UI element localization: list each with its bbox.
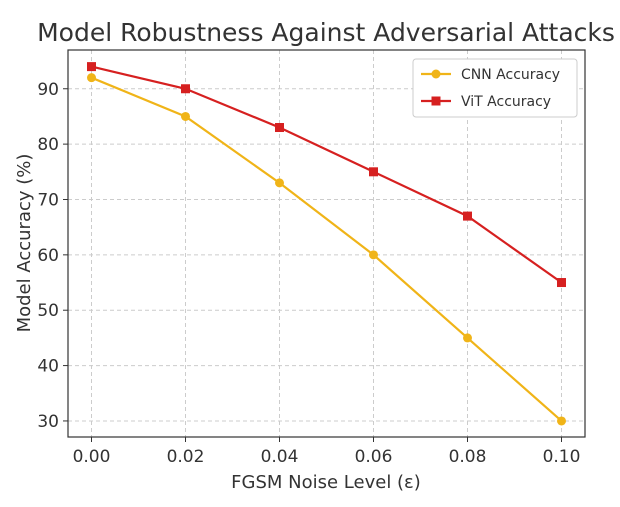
cnn-point xyxy=(463,333,472,343)
cnn-point xyxy=(87,73,96,83)
cnn-point xyxy=(369,250,378,260)
x-tick-label: 0.00 xyxy=(73,447,111,467)
x-tick-label: 0.02 xyxy=(167,447,205,467)
x-tick-label: 0.06 xyxy=(355,447,393,467)
cnn-line xyxy=(91,76,563,422)
plot-frame xyxy=(67,49,586,438)
legend-marker-vit xyxy=(431,96,441,106)
y-tick-label: 60 xyxy=(37,246,59,266)
y-tick-label: 90 xyxy=(37,80,59,100)
y-tick-label: 50 xyxy=(37,301,59,321)
legend-box xyxy=(412,58,578,118)
x-tick-label: 0.04 xyxy=(261,447,299,467)
vit-point xyxy=(557,278,566,288)
x-tick-label: 0.10 xyxy=(543,447,581,467)
vit-point xyxy=(463,211,472,221)
cnn-point xyxy=(275,178,284,188)
cnn-point xyxy=(557,416,566,426)
vit-point xyxy=(369,167,378,177)
y-tick-label: 30 xyxy=(37,412,59,432)
x-tick-label: 0.08 xyxy=(449,447,487,467)
x-axis-label: FGSM Noise Level (ε) xyxy=(231,472,421,493)
vit-point xyxy=(181,84,190,94)
y-tick-label: 40 xyxy=(37,357,59,377)
chart-title: Model Robustness Against Adversarial Att… xyxy=(37,18,615,47)
vit-line xyxy=(91,65,563,284)
vit-point xyxy=(87,62,96,72)
y-tick-label: 70 xyxy=(37,190,59,210)
legend-label-vit: ViT Accuracy xyxy=(461,94,551,110)
legend-label-cnn: CNN Accuracy xyxy=(461,67,560,83)
cnn-point xyxy=(181,111,190,121)
y-tick-label: 80 xyxy=(37,135,59,155)
y-axis-label: Model Accuracy (%) xyxy=(14,154,35,333)
series-group xyxy=(87,62,566,426)
legend-marker-cnn xyxy=(431,69,441,79)
vit-point xyxy=(275,123,284,133)
axis-ticks: 0.00 0.02 0.04 0.06 0.08 0.10 30 40 50 60 70 80 90 xyxy=(37,80,580,467)
legend: CNN Accuracy ViT Accuracy xyxy=(412,58,578,118)
